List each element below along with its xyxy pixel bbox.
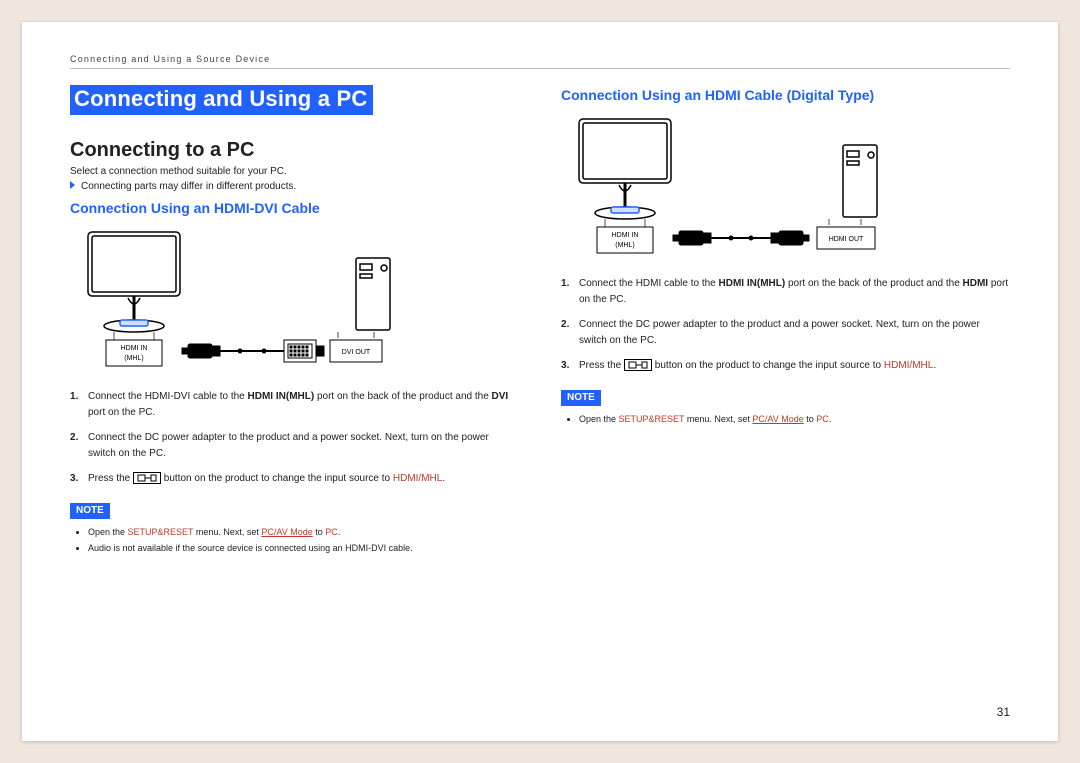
intro-text: Select a connection method suitable for … — [70, 166, 519, 177]
svg-text:HDMI IN: HDMI IN — [612, 232, 639, 239]
step-item: Press the button on the product to chang… — [561, 358, 1010, 377]
notes-list-1: Open the SETUP&RESET menu. Next, set PC/… — [70, 525, 519, 556]
step-item: Connect the HDMI cable to the HDMI IN(MH… — [561, 276, 1010, 307]
page-number: 31 — [997, 705, 1010, 719]
note-label: NOTE — [70, 503, 110, 519]
svg-text:(MHL): (MHL) — [124, 355, 143, 362]
note-item: Audio is not available if the source dev… — [88, 541, 519, 555]
diagram-hdmi: HDMI IN (MHL) HDMI OUT — [561, 113, 1010, 268]
svg-text:HDMI OUT: HDMI OUT — [829, 236, 864, 243]
step-item: Press the button on the product to chang… — [70, 471, 519, 490]
step-item: Connect the HDMI-DVI cable to the HDMI I… — [70, 389, 519, 420]
note-item: Open the SETUP&RESET menu. Next, set PC/… — [88, 525, 519, 539]
main-heading: Connecting and Using a PC — [70, 85, 373, 115]
steps-list-2: Connect the HDMI cable to the HDMI IN(MH… — [561, 276, 1010, 377]
svg-text:(MHL): (MHL) — [615, 242, 634, 249]
chevron-note-text: Connecting parts may differ in different… — [81, 181, 296, 192]
source-button-icon — [624, 359, 652, 377]
sub-heading: Connecting to a PC — [70, 139, 519, 162]
notes-list-2: Open the SETUP&RESET menu. Next, set PC/… — [561, 412, 1010, 426]
section1-title: Connection Using an HDMI-DVI Cable — [70, 200, 519, 216]
note-item: Open the SETUP&RESET menu. Next, set PC/… — [579, 412, 1010, 426]
step-item: Connect the DC power adapter to the prod… — [70, 430, 519, 461]
content-columns: Connecting and Using a PC Connecting to … — [70, 85, 1010, 557]
left-column: Connecting and Using a PC Connecting to … — [70, 85, 519, 557]
note-label: NOTE — [561, 390, 601, 406]
step-item: Connect the DC power adapter to the prod… — [561, 317, 1010, 348]
chevron-note: Connecting parts may differ in different… — [70, 181, 519, 192]
diagram-hdmi-dvi: HDMI IN (MHL) DV — [70, 226, 519, 381]
right-column: Connection Using an HDMI Cable (Digital … — [561, 85, 1010, 557]
svg-text:HDMI IN: HDMI IN — [121, 345, 148, 352]
running-head: Connecting and Using a Source Device — [70, 54, 1010, 69]
section2-title: Connection Using an HDMI Cable (Digital … — [561, 87, 1010, 103]
chevron-icon — [70, 181, 75, 189]
steps-list-1: Connect the HDMI-DVI cable to the HDMI I… — [70, 389, 519, 490]
source-button-icon — [133, 472, 161, 490]
svg-text:DVI OUT: DVI OUT — [342, 349, 371, 356]
